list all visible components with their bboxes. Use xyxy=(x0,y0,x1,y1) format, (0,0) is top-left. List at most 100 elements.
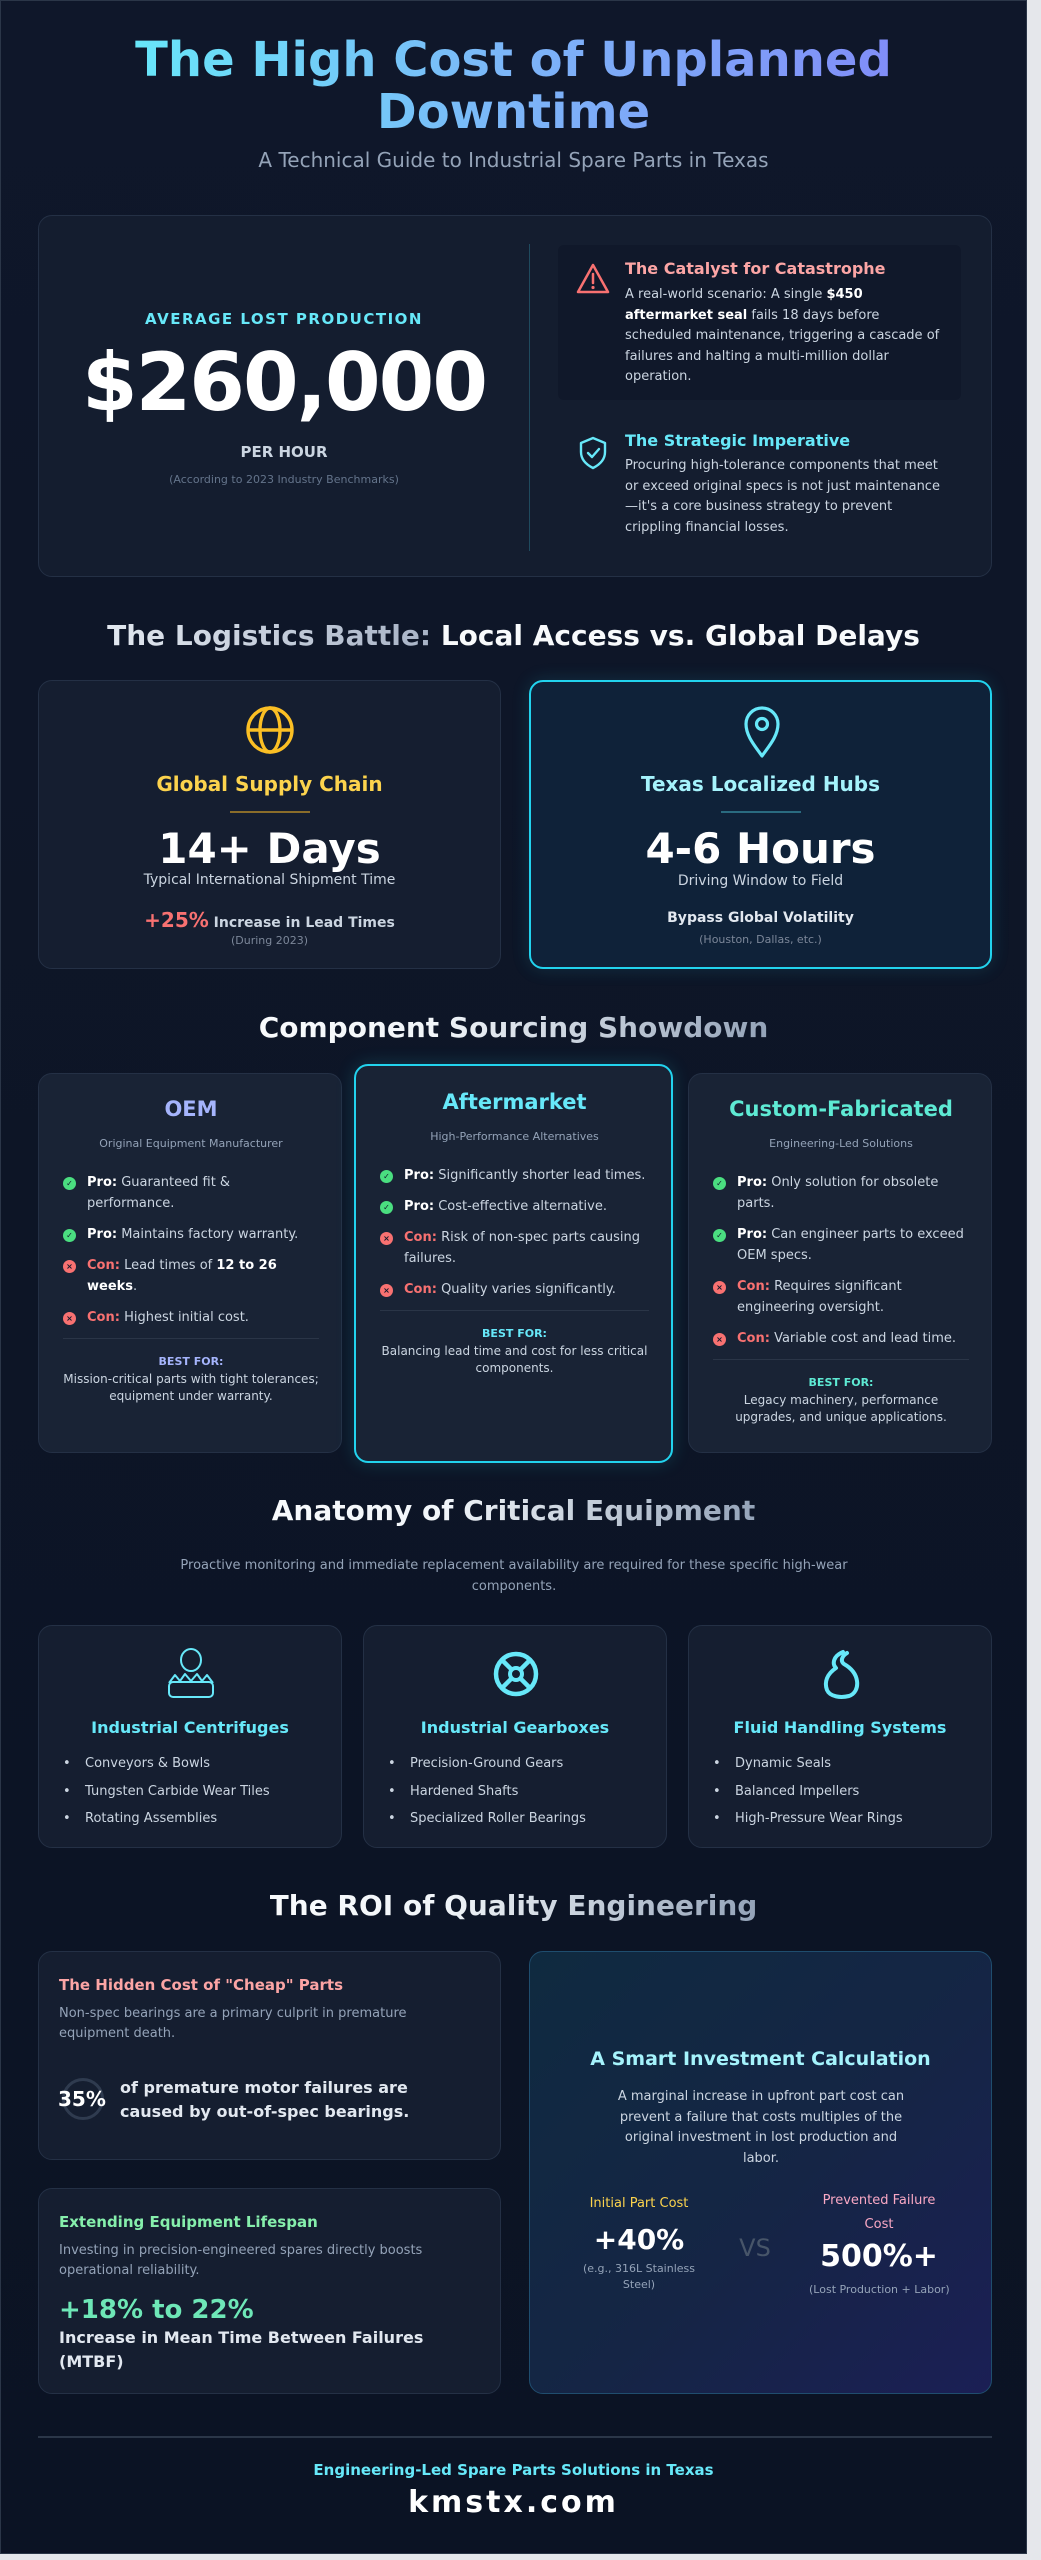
check-circle-icon: ✓ xyxy=(380,1201,393,1214)
map-pin-icon xyxy=(743,704,781,762)
item-label: Con: xyxy=(737,1331,770,1346)
hidden-cost-description: Non-spec bearings are a primary culprit … xyxy=(59,2006,407,2041)
roi-heading-text: The ROI of Quality Engineering xyxy=(269,1889,758,1922)
hero-unit: PER HOUR xyxy=(240,443,328,461)
item-body-end: . xyxy=(133,1279,138,1294)
vs-label: VS xyxy=(739,2234,771,2262)
item-text: Con: Requires significant engineering ov… xyxy=(737,1276,969,1318)
check-circle-icon: ✓ xyxy=(63,1229,76,1242)
prevented-cost-column: Prevented Failure Cost 500%+ (Lost Produ… xyxy=(809,2189,950,2298)
initial-cost-column: Initial Part Cost +40% (e.g., 316L Stain… xyxy=(574,2193,704,2293)
list-item-pro: ✓ Pro: Maintains factory warranty. xyxy=(63,1224,319,1245)
catalyst-body: A real-world scenario: A single $450 aft… xyxy=(625,285,943,388)
equipment-list-item: Specialized Roller Bearings xyxy=(388,1805,586,1833)
item-body: Highest initial cost. xyxy=(119,1310,249,1325)
roi-heading: The ROI of Quality Engineering xyxy=(1,1889,1026,1923)
globe-icon xyxy=(245,705,295,759)
lifespan-stat-text: Increase in Mean Time Between Failures (… xyxy=(59,2328,424,2371)
strategic-title: The Strategic Imperative xyxy=(625,431,851,450)
oem-card: OEM Original Equipment Manufacturer ✓ Pro: … xyxy=(38,1073,342,1453)
centrifuge-icon xyxy=(165,1648,217,1704)
footer-divider xyxy=(38,2436,992,2438)
check-circle-icon: ✓ xyxy=(380,1170,393,1183)
item-body: Variable cost and lead time. xyxy=(769,1331,956,1346)
texas-note: (Houston, Dallas, etc.) xyxy=(699,933,822,946)
prevented-cost-value: 500%+ xyxy=(820,2239,938,2274)
stat-ring xyxy=(62,2078,104,2120)
equipment-card-gearboxes: Industrial Gearboxes Precision-Ground Ge… xyxy=(363,1625,667,1848)
item-body: Guaranteed fit & performance. xyxy=(87,1175,231,1211)
anatomy-heading: Anatomy of Critical Equipment xyxy=(1,1494,1026,1528)
item-label: Pro: xyxy=(737,1227,768,1242)
hidden-cost-title: The Hidden Cost of "Cheap" Parts xyxy=(59,1976,344,1994)
catalyst-body-highlight: $450 aftermarket seal xyxy=(625,287,863,323)
item-label: Con: xyxy=(404,1230,437,1245)
card-divider xyxy=(380,1310,649,1311)
equipment-title: Fluid Handling Systems xyxy=(733,1718,947,1737)
prevented-cost-note: (Lost Production + Labor) xyxy=(809,2283,950,2296)
item-label: Con: xyxy=(737,1279,770,1294)
check-circle-icon: ✓ xyxy=(63,1177,76,1190)
global-title: Global Supply Chain xyxy=(156,772,383,796)
equipment-title: Industrial Gearboxes xyxy=(420,1718,610,1737)
hidden-cost-stat-text: of premature motor failures are caused b… xyxy=(120,2078,410,2121)
x-circle-icon: × xyxy=(713,1281,726,1294)
item-text: Con: Highest initial cost. xyxy=(87,1307,249,1328)
hidden-cost-stat: 35% xyxy=(58,2087,106,2111)
global-divider xyxy=(229,811,310,813)
hero-source: (According to 2023 Industry Benchmarks) xyxy=(169,473,399,486)
item-text: Pro: Cost-effective alternative. xyxy=(404,1196,607,1217)
page-subtitle: A Technical Guide to Industrial Spare Pa… xyxy=(258,148,769,172)
lifespan-card: Extending Equipment Lifespan Investing i… xyxy=(38,2188,501,2394)
shield-check-icon xyxy=(579,436,607,474)
footer-domain: kmstx.com xyxy=(408,2485,619,2520)
footer-tagline: Engineering-Led Spare Parts Solutions in… xyxy=(313,2461,714,2479)
equipment-list: Dynamic SealsBalanced ImpellersHigh-Pres… xyxy=(713,1750,903,1833)
equipment-list: Precision-Ground GearsHardened ShaftsSpe… xyxy=(388,1750,586,1833)
card-title: OEM xyxy=(164,1097,218,1121)
item-label: Pro: xyxy=(87,1175,118,1190)
gear-icon xyxy=(492,1650,540,1702)
item-body: Can engineer parts to exceed OEM specs. xyxy=(737,1227,964,1263)
global-caption: Typical International Shipment Time xyxy=(143,872,396,888)
x-circle-icon: × xyxy=(380,1232,393,1245)
x-circle-icon: × xyxy=(380,1284,393,1297)
prevented-cost-label: Prevented Failure Cost xyxy=(822,2193,936,2232)
global-note: (During 2023) xyxy=(230,934,309,947)
item-body: Lead times of xyxy=(119,1258,217,1273)
equipment-list-item: Balanced Impellers xyxy=(713,1778,903,1806)
best-for-text: Mission-critical parts with tight tolera… xyxy=(63,1372,319,1403)
item-text: Con: Lead times of 12 to 26 weeks. xyxy=(87,1255,319,1297)
card-divider xyxy=(63,1338,319,1339)
equipment-list-item: Conveyors & Bowls xyxy=(63,1750,270,1778)
catalyst-box: The Catalyst for Catastrophe A real-worl… xyxy=(558,245,961,400)
item-body: Only solution for obsolete parts. xyxy=(737,1175,939,1211)
item-text: Pro: Can engineer parts to exceed OEM sp… xyxy=(737,1224,969,1266)
lifespan-stat: +18% to 22% xyxy=(59,2295,254,2325)
item-text: Con: Risk of non-spec parts causing fail… xyxy=(404,1227,649,1269)
initial-cost-label: Initial Part Cost xyxy=(589,2196,689,2211)
list-item-pro: ✓ Pro: Only solution for obsolete parts. xyxy=(713,1172,969,1214)
item-text: Pro: Only solution for obsolete parts. xyxy=(737,1172,969,1214)
list-item-con: × Con: Quality varies significantly. xyxy=(380,1279,649,1300)
equipment-list: Conveyors & BowlsTungsten Carbide Wear T… xyxy=(63,1750,270,1833)
sourcing-heading-text: Component Sourcing Showdown xyxy=(258,1011,769,1044)
texas-stat: Bypass Global Volatility xyxy=(667,910,854,926)
check-circle-icon: ✓ xyxy=(713,1177,726,1190)
equipment-list-item: High-Pressure Wear Rings xyxy=(713,1805,903,1833)
hero-divider xyxy=(529,244,530,551)
aftermarket-card: Aftermarket High-Performance Alternatives… xyxy=(354,1064,673,1463)
texas-title: Texas Localized Hubs xyxy=(640,772,881,796)
equipment-list-item: Precision-Ground Gears xyxy=(388,1750,586,1778)
item-body: Risk of non-spec parts causing failures. xyxy=(404,1230,641,1266)
card-subtitle: Engineering-Led Solutions xyxy=(769,1137,913,1150)
best-for-label: BEST FOR: xyxy=(808,1376,874,1389)
global-stat-text: Increase in Lead Times xyxy=(208,915,395,931)
texas-value: 4-6 Hours xyxy=(645,824,876,873)
lifespan-title: Extending Equipment Lifespan xyxy=(59,2213,318,2231)
equipment-title: Industrial Centrifuges xyxy=(91,1718,289,1737)
equipment-list-item: Hardened Shafts xyxy=(388,1778,586,1806)
list-item-pro: ✓ Pro: Guaranteed fit & performance. xyxy=(63,1172,319,1214)
check-circle-icon: ✓ xyxy=(713,1229,726,1242)
